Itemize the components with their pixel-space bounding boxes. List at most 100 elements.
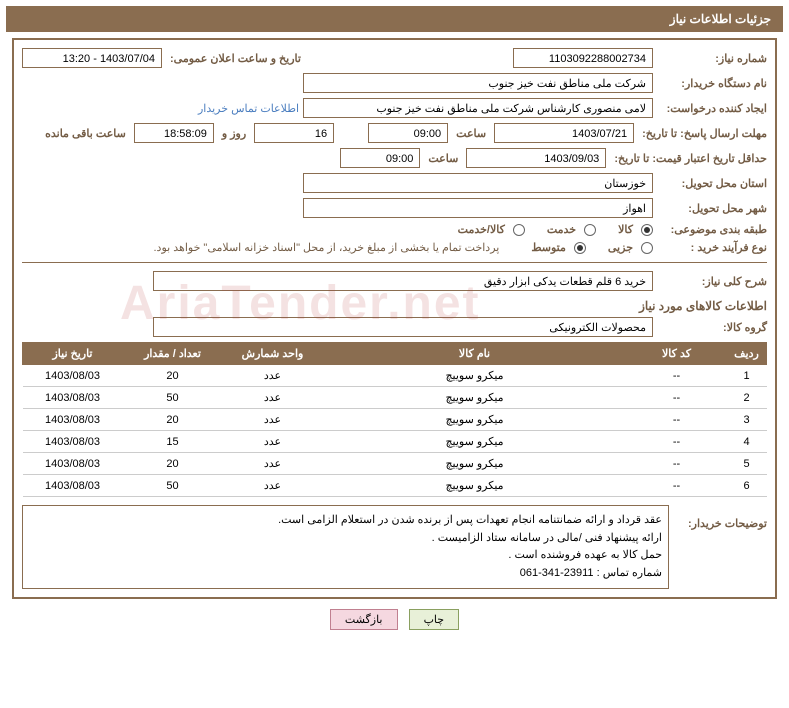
table-cell: میکرو سوییچ — [323, 387, 627, 409]
label-need-desc: شرح کلی نیاز: — [657, 275, 767, 288]
table-cell: -- — [627, 365, 727, 387]
table-cell: میکرو سوییچ — [323, 453, 627, 475]
table-cell: -- — [627, 475, 727, 497]
radio-label: کالا — [614, 223, 637, 236]
label-time-2: ساعت — [424, 152, 462, 165]
items-table: ردیفکد کالانام کالاواحد شمارشتعداد / مقد… — [22, 342, 767, 497]
table-cell: 1403/08/03 — [23, 365, 123, 387]
table-header: واحد شمارش — [223, 343, 323, 365]
label-price-valid: حداقل تاریخ اعتبار قیمت: تا تاریخ: — [610, 152, 767, 165]
label-ann-dt: تاریخ و ساعت اعلان عمومی: — [166, 52, 301, 65]
table-cell: 50 — [123, 475, 223, 497]
page-title: جزئیات اطلاعات نیاز — [6, 6, 783, 32]
table-header: ردیف — [727, 343, 767, 365]
print-button[interactable]: چاپ — [409, 609, 460, 630]
back-button[interactable]: بازگشت — [330, 609, 398, 630]
table-header: نام کالا — [323, 343, 627, 365]
field-goods-group: محصولات الکترونیکی — [153, 317, 653, 337]
label-buyer-org: نام دستگاه خریدار: — [657, 77, 767, 90]
label-requester: ایجاد کننده درخواست: — [657, 102, 767, 115]
table-row: 5--میکرو سوییچعدد201403/08/03 — [23, 453, 767, 475]
table-cell: 3 — [727, 409, 767, 431]
divider — [22, 262, 767, 263]
label-deliv-prov: استان محل تحویل: — [657, 177, 767, 190]
field-ann-dt: 1403/07/04 - 13:20 — [22, 48, 162, 68]
table-cell: 50 — [123, 387, 223, 409]
label-time-1: ساعت — [452, 127, 490, 140]
radio-label: کالا/خدمت — [454, 223, 509, 236]
buy-type-option[interactable]: جزیی — [604, 241, 653, 254]
radio-icon[interactable] — [641, 242, 653, 254]
radio-icon[interactable] — [574, 242, 586, 254]
table-cell: 15 — [123, 431, 223, 453]
radio-label: خدمت — [543, 223, 580, 236]
label-deliv-city: شهر محل تحویل: — [657, 202, 767, 215]
table-cell: 1 — [727, 365, 767, 387]
table-cell: 20 — [123, 453, 223, 475]
table-cell: عدد — [223, 387, 323, 409]
table-cell: عدد — [223, 453, 323, 475]
field-city: اهواز — [303, 198, 653, 218]
table-cell: 1403/08/03 — [23, 387, 123, 409]
table-cell: 2 — [727, 387, 767, 409]
note-line: حمل کالا به عهده فروشنده است . — [29, 547, 662, 565]
details-frame: شماره نیاز: 1103092288002734 تاریخ و ساع… — [12, 38, 777, 599]
table-header: کد کالا — [627, 343, 727, 365]
table-cell: -- — [627, 431, 727, 453]
table-cell: -- — [627, 453, 727, 475]
label-goods-group: گروه کالا: — [657, 321, 767, 334]
field-hours-left: 18:58:09 — [134, 123, 214, 143]
field-days-left: 16 — [254, 123, 334, 143]
field-province: خوزستان — [303, 173, 653, 193]
label-need-no: شماره نیاز: — [657, 52, 767, 65]
category-option[interactable]: کالا/خدمت — [454, 223, 525, 236]
note-line: شماره تماس : 23911-341-061 — [29, 565, 662, 583]
radio-icon[interactable] — [584, 224, 596, 236]
table-cell: میکرو سوییچ — [323, 409, 627, 431]
label-days-and: روز و — [218, 127, 250, 140]
radio-icon[interactable] — [641, 224, 653, 236]
radio-group-category: کالا خدمت کالا/خدمت — [454, 223, 653, 236]
table-cell: میکرو سوییچ — [323, 431, 627, 453]
label-subject-cat: طبقه بندی موضوعی: — [657, 223, 767, 236]
buyer-contact-link[interactable]: اطلاعات تماس خریدار — [198, 102, 299, 115]
label-reply-deadline: مهلت ارسال پاسخ: تا تاریخ: — [638, 127, 767, 140]
radio-label: متوسط — [527, 241, 570, 254]
table-cell: میکرو سوییچ — [323, 475, 627, 497]
table-cell: 1403/08/03 — [23, 431, 123, 453]
table-cell: 1403/08/03 — [23, 475, 123, 497]
note-line: عقد قرداد و ارائه ضمانتنامه انجام تعهدات… — [29, 512, 662, 530]
label-buyer-notes: توضیحات خریدار: — [677, 517, 767, 530]
label-buy-type: نوع فرآیند خرید : — [657, 241, 767, 254]
table-cell: میکرو سوییچ — [323, 365, 627, 387]
buyer-notes-box: عقد قرداد و ارائه ضمانتنامه انجام تعهدات… — [22, 505, 669, 589]
table-cell: عدد — [223, 431, 323, 453]
table-row: 1--میکرو سوییچعدد201403/08/03 — [23, 365, 767, 387]
table-cell: -- — [627, 387, 727, 409]
radio-group-buy-type: جزیی متوسط — [527, 241, 653, 254]
field-need-desc: خرید 6 قلم قطعات یدکی ابزار دقیق — [153, 271, 653, 291]
table-cell: 1403/08/03 — [23, 453, 123, 475]
items-info-title: اطلاعات کالاهای مورد نیاز — [22, 299, 767, 313]
table-row: 3--میکرو سوییچعدد201403/08/03 — [23, 409, 767, 431]
table-cell: عدد — [223, 409, 323, 431]
note-line: ارائه پیشنهاد فنی /مالی در سامانه ستاد ا… — [29, 530, 662, 548]
table-cell: -- — [627, 409, 727, 431]
field-need-no: 1103092288002734 — [513, 48, 653, 68]
table-cell: عدد — [223, 365, 323, 387]
field-requester: لامی منصوری کارشناس شرکت ملی مناطق نفت خ… — [303, 98, 653, 118]
field-buyer-org: شرکت ملی مناطق نفت خیز جنوب — [303, 73, 653, 93]
table-cell: 20 — [123, 365, 223, 387]
table-row: 4--میکرو سوییچعدد151403/08/03 — [23, 431, 767, 453]
category-option[interactable]: کالا — [614, 223, 653, 236]
table-cell: 6 — [727, 475, 767, 497]
label-hours-left: ساعت باقی مانده — [41, 127, 130, 140]
field-reply-date: 1403/07/21 — [494, 123, 634, 143]
table-row: 2--میکرو سوییچعدد501403/08/03 — [23, 387, 767, 409]
buy-type-option[interactable]: متوسط — [527, 241, 586, 254]
field-price-date: 1403/09/03 — [466, 148, 606, 168]
table-cell: عدد — [223, 475, 323, 497]
radio-icon[interactable] — [513, 224, 525, 236]
category-option[interactable]: خدمت — [543, 223, 596, 236]
radio-label: جزیی — [604, 241, 637, 254]
